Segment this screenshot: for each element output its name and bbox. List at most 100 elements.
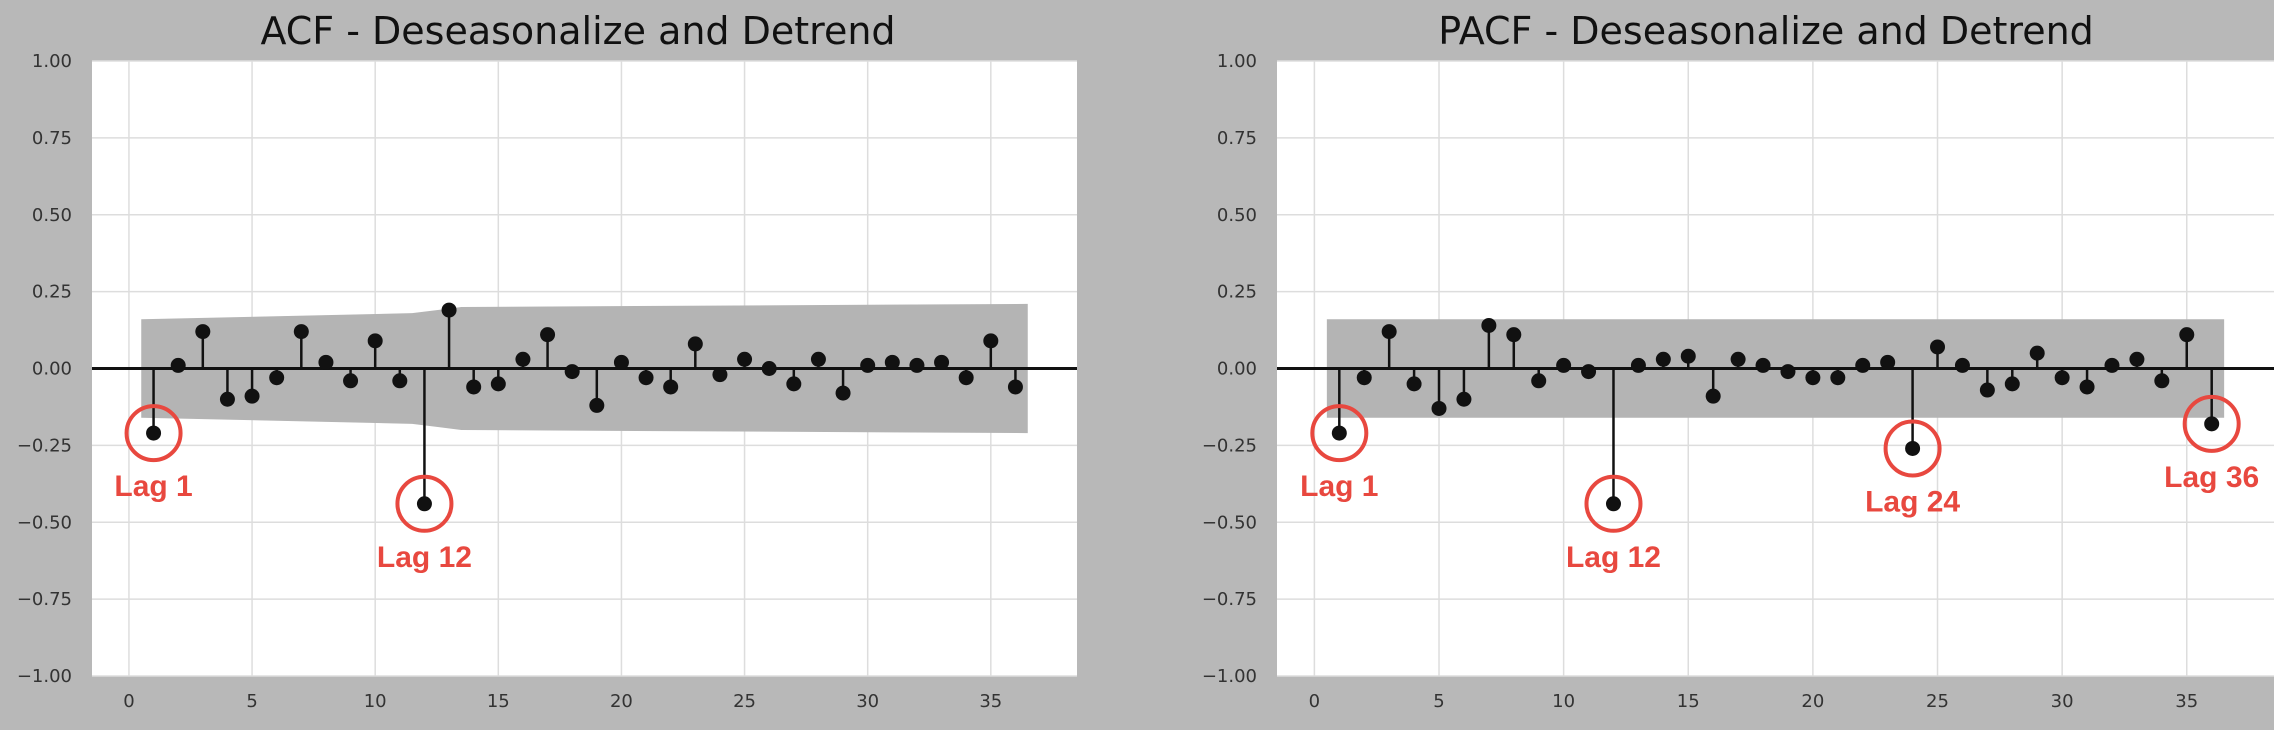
pacf-point-lag-30 — [2054, 370, 2070, 386]
pacf-point-lag-17 — [1730, 351, 1746, 367]
pacf-point-lag-6 — [1456, 391, 1472, 407]
pacf-point-lag-2 — [1356, 370, 1372, 386]
acf-point-lag-20 — [613, 354, 629, 370]
pacf-annotation-circle-lag-36 — [2182, 394, 2241, 453]
pacf-chart-title: PACF - Deseasonalize and Detrend — [1438, 9, 2094, 53]
pacf-point-lag-5 — [1431, 400, 1447, 416]
pacf-point-lag-18 — [1755, 357, 1771, 373]
pacf-annotation-label-lag-24: Lag 24 — [1865, 485, 1960, 518]
pacf-y-tick-label: −0.50 — [1202, 512, 1257, 533]
pacf-point-lag-36 — [2204, 416, 2220, 432]
acf-point-lag-25 — [737, 351, 753, 367]
acf-x-tick-label: 20 — [610, 691, 633, 712]
acf-point-lag-11 — [392, 373, 408, 389]
acf-point-lag-26 — [761, 361, 777, 376]
acf-point-lag-13 — [441, 302, 457, 318]
pacf-y-tick-label: 0.50 — [1217, 205, 1257, 226]
pacf-x-tick-label: 0 — [1309, 691, 1320, 712]
acf-point-lag-14 — [466, 379, 482, 395]
pacf-annotation-label-lag-12: Lag 12 — [1566, 541, 1661, 574]
acf-point-lag-5 — [244, 388, 260, 404]
pacf-point-lag-12 — [1605, 496, 1621, 512]
acf-point-lag-7 — [293, 324, 309, 340]
acf-point-lag-27 — [786, 376, 802, 392]
pacf-point-lag-29 — [2029, 345, 2045, 361]
pacf-point-lag-22 — [1855, 357, 1871, 373]
acf-point-lag-22 — [663, 379, 679, 395]
pacf-point-lag-32 — [2104, 357, 2120, 373]
acf-x-tick-label: 35 — [979, 691, 1002, 712]
acf-annotation-circle-lag-1 — [124, 404, 183, 463]
acf-point-lag-24 — [712, 367, 728, 383]
pacf-y-tick-label: −0.75 — [1202, 589, 1257, 610]
acf-point-lag-1 — [146, 425, 162, 441]
acf-point-lag-36 — [1007, 379, 1023, 395]
acf-y-tick-label: 0.00 — [32, 359, 72, 380]
acf-annotation-label-lag-12: Lag 12 — [377, 541, 472, 574]
pacf-x-tick-label: 10 — [1552, 691, 1575, 712]
pacf-point-lag-26 — [1954, 357, 1970, 373]
pacf-x-tick-label: 30 — [2051, 691, 2074, 712]
pacf-y-tick-label: −0.25 — [1202, 435, 1257, 456]
pacf-x-tick-label: 15 — [1677, 691, 1700, 712]
pacf-x-tick-label: 20 — [1801, 691, 1824, 712]
pacf-point-lag-24 — [1905, 440, 1921, 456]
pacf-point-lag-3 — [1381, 324, 1397, 340]
acf-point-lag-30 — [860, 357, 876, 373]
pacf-point-lag-25 — [1930, 339, 1946, 355]
acf-point-lag-33 — [934, 354, 950, 370]
acf-y-tick-label: −1.00 — [17, 666, 72, 687]
pacf-point-lag-16 — [1705, 388, 1721, 404]
pacf-point-lag-8 — [1506, 327, 1522, 343]
acf-point-lag-18 — [564, 364, 580, 380]
pacf-point-lag-4 — [1406, 376, 1422, 392]
acf-x-tick-label: 25 — [733, 691, 756, 712]
acf-point-lag-3 — [195, 324, 211, 340]
pacf-point-lag-7 — [1481, 317, 1497, 333]
pacf-panel: 0 5 10 15 20 25 30 35 1.00 0.75 0.50 0.25 0.00 −0.25 −… — [1202, 9, 2274, 712]
pacf-y-tick-label: −1.00 — [1202, 666, 1257, 687]
acf-point-lag-16 — [515, 351, 531, 367]
acf-point-lag-21 — [638, 370, 654, 386]
pacf-point-lag-21 — [1830, 370, 1846, 386]
pacf-point-lag-14 — [1655, 351, 1671, 367]
pacf-point-lag-9 — [1531, 373, 1547, 389]
pacf-point-lag-33 — [2129, 351, 2145, 367]
pacf-point-lag-34 — [2154, 373, 2170, 389]
acf-annotation-circle-lag-12 — [395, 474, 454, 533]
acf-panel: 0 5 10 15 20 25 30 35 1.00 0.75 0.50 0.25 0.00 −0.25 −… — [17, 9, 1077, 712]
pacf-point-lag-10 — [1556, 357, 1572, 373]
pacf-y-tick-label: 0.00 — [1217, 359, 1257, 380]
acf-y-tick-label: −0.75 — [17, 589, 72, 610]
acf-point-lag-6 — [269, 370, 285, 386]
acf-point-lag-31 — [884, 354, 900, 370]
acf-y-tick-label: −0.25 — [17, 435, 72, 456]
pacf-y-tick-label: 0.75 — [1217, 128, 1257, 149]
acf-point-lag-35 — [983, 333, 999, 349]
acf-x-tick-label: 15 — [487, 691, 510, 712]
pacf-point-lag-19 — [1780, 364, 1796, 380]
pacf-point-lag-28 — [2004, 376, 2020, 392]
pacf-y-tick-label: 1.00 — [1217, 51, 1257, 72]
acf-point-lag-29 — [835, 385, 851, 401]
pacf-x-tick-label: 5 — [1433, 691, 1444, 712]
pacf-annotation-circle-lag-24 — [1883, 419, 1942, 478]
acf-point-lag-8 — [318, 354, 334, 370]
pacf-point-lag-23 — [1880, 354, 1896, 370]
acf-point-lag-12 — [416, 496, 432, 512]
pacf-point-lag-13 — [1630, 357, 1646, 373]
pacf-point-lag-15 — [1680, 348, 1696, 364]
acf-x-tick-label: 30 — [856, 691, 879, 712]
acf-point-lag-2 — [170, 357, 186, 373]
acf-annotation-label-lag-1: Lag 1 — [114, 470, 192, 503]
pacf-x-tick-label: 35 — [2175, 691, 2198, 712]
acf-point-lag-4 — [219, 391, 235, 407]
acf-chart-title: ACF - Deseasonalize and Detrend — [260, 9, 895, 53]
acf-y-tick-label: 0.50 — [32, 205, 72, 226]
acf-point-lag-32 — [909, 357, 925, 373]
acf-y-tick-label: 0.25 — [32, 282, 72, 303]
pacf-point-lag-35 — [2179, 327, 2195, 343]
acf-y-tick-label: 1.00 — [32, 51, 72, 72]
pacf-annotation-circle-lag-1 — [1310, 404, 1369, 463]
